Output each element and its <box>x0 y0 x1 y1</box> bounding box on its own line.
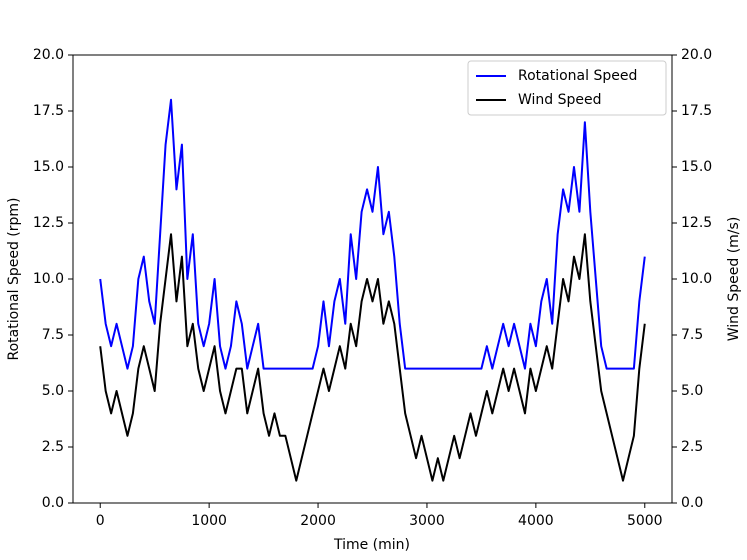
y-tick-label: 5.0 <box>42 383 64 399</box>
y-tick-label: 7.5 <box>42 327 64 343</box>
y-axis-label: Rotational Speed (rpm) <box>6 197 22 360</box>
y2-tick-label: 17.5 <box>681 103 712 119</box>
y-tick-label: 2.5 <box>42 439 64 455</box>
x-tick-label: 2000 <box>300 513 336 529</box>
y-tick-label: 0.0 <box>42 495 64 511</box>
y2-tick-label: 5.0 <box>681 383 703 399</box>
y2-axis-label: Wind Speed (m/s) <box>726 217 742 342</box>
y2-tick-label: 2.5 <box>681 439 703 455</box>
x-axis-label: Time (min) <box>333 537 410 553</box>
y2-tick-label: 15.0 <box>681 159 712 175</box>
legend-label: Rotational Speed <box>518 68 637 84</box>
x-tick-label: 3000 <box>409 513 445 529</box>
x-tick-label: 1000 <box>191 513 227 529</box>
y-tick-label: 12.5 <box>33 215 64 231</box>
y2-tick-label: 10.0 <box>681 271 712 287</box>
x-tick-label: 5000 <box>627 513 663 529</box>
y2-tick-label: 7.5 <box>681 327 703 343</box>
y-tick-label: 20.0 <box>33 47 64 63</box>
y-tick-label: 10.0 <box>33 271 64 287</box>
x-tick-label: 0 <box>96 513 105 529</box>
y-tick-label: 17.5 <box>33 103 64 119</box>
y2-tick-label: 20.0 <box>681 47 712 63</box>
y2-tick-label: 0.0 <box>681 495 703 511</box>
legend-label: Wind Speed <box>518 92 602 108</box>
x-tick-label: 4000 <box>518 513 554 529</box>
y2-tick-label: 12.5 <box>681 215 712 231</box>
y-tick-label: 15.0 <box>33 159 64 175</box>
data-line <box>99 233 646 482</box>
legend-box <box>467 60 667 116</box>
data-line <box>99 98 646 370</box>
plot-frame <box>72 54 673 504</box>
